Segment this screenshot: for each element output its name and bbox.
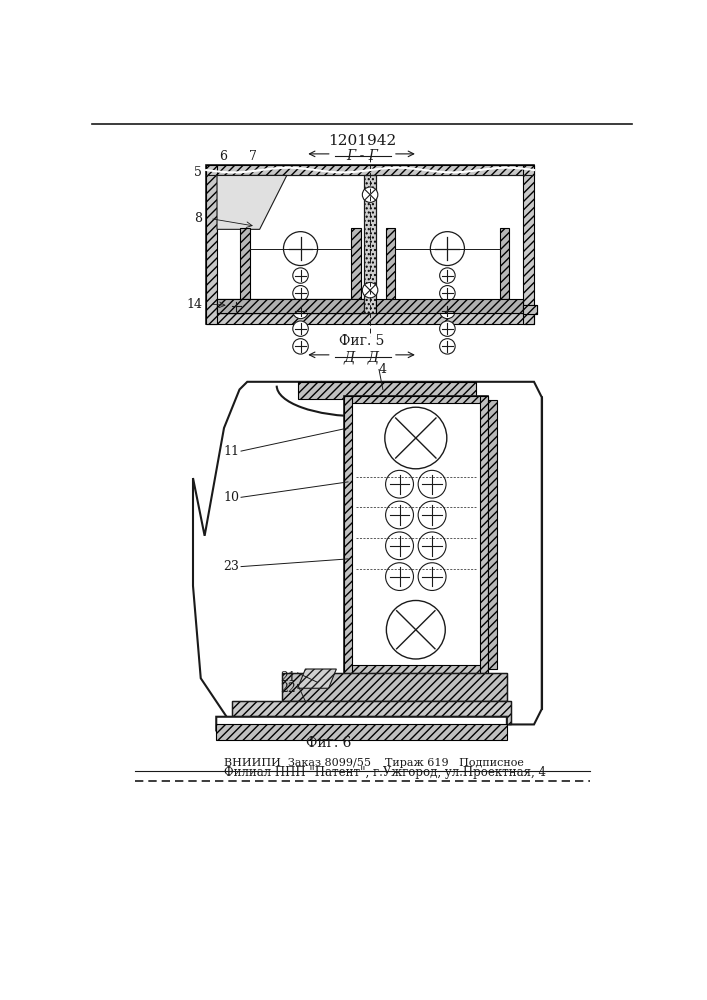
- Bar: [523, 305, 537, 314]
- Text: 4: 4: [379, 363, 387, 376]
- Bar: [523, 305, 537, 314]
- Circle shape: [293, 286, 308, 301]
- Circle shape: [363, 187, 378, 202]
- Bar: [206, 165, 217, 324]
- Bar: [217, 299, 364, 313]
- Bar: [217, 299, 364, 313]
- Bar: [206, 165, 534, 324]
- Bar: [282, 673, 507, 701]
- Bar: [282, 673, 507, 701]
- Bar: [488, 400, 497, 669]
- Polygon shape: [217, 175, 287, 229]
- Text: 10: 10: [223, 491, 240, 504]
- Circle shape: [440, 321, 455, 336]
- Bar: [385, 228, 395, 299]
- Bar: [206, 313, 534, 324]
- Bar: [232, 701, 510, 724]
- Bar: [240, 228, 250, 313]
- Circle shape: [385, 470, 414, 498]
- Bar: [491, 397, 542, 709]
- Bar: [206, 165, 534, 175]
- Circle shape: [293, 339, 308, 354]
- Bar: [232, 701, 510, 724]
- Circle shape: [385, 501, 414, 529]
- Text: Филиал ППП "Патент", г.Ужгород, ул.Проектная, 4: Филиал ППП "Патент", г.Ужгород, ул.Проек…: [224, 766, 546, 779]
- Bar: [376, 299, 523, 313]
- Bar: [216, 724, 507, 740]
- Circle shape: [440, 268, 455, 283]
- Bar: [523, 165, 534, 324]
- Circle shape: [363, 282, 378, 298]
- Text: 5: 5: [194, 166, 202, 179]
- Circle shape: [293, 268, 308, 283]
- Bar: [298, 382, 476, 399]
- Circle shape: [385, 563, 414, 590]
- Polygon shape: [193, 382, 542, 724]
- Circle shape: [431, 232, 464, 266]
- Text: 1201942: 1201942: [328, 134, 396, 148]
- Bar: [344, 396, 352, 673]
- Bar: [491, 397, 542, 709]
- Text: 11: 11: [223, 445, 240, 458]
- Text: Д - Д: Д - Д: [344, 351, 380, 365]
- Bar: [344, 665, 488, 673]
- Bar: [351, 228, 361, 313]
- Text: Фиг. 5: Фиг. 5: [339, 334, 385, 348]
- Text: ВНИИПИ  Заказ 8099/55    Тираж 619   Подписное: ВНИИПИ Заказ 8099/55 Тираж 619 Подписное: [224, 758, 524, 768]
- Circle shape: [418, 501, 446, 529]
- Polygon shape: [216, 717, 507, 740]
- Circle shape: [386, 600, 445, 659]
- Circle shape: [418, 563, 446, 590]
- Circle shape: [385, 532, 414, 560]
- Text: 14: 14: [187, 298, 202, 311]
- Circle shape: [385, 407, 447, 469]
- Bar: [344, 396, 488, 403]
- Bar: [364, 175, 376, 313]
- Bar: [344, 396, 488, 673]
- Bar: [217, 299, 364, 313]
- Text: Фиг. 6: Фиг. 6: [306, 736, 351, 750]
- Polygon shape: [298, 669, 337, 688]
- Bar: [364, 175, 376, 313]
- Circle shape: [418, 532, 446, 560]
- Text: 8: 8: [194, 212, 202, 225]
- Circle shape: [284, 232, 317, 266]
- Text: 6: 6: [219, 150, 227, 163]
- Circle shape: [293, 303, 308, 319]
- Bar: [500, 228, 509, 299]
- Circle shape: [440, 303, 455, 319]
- Text: 23: 23: [223, 560, 240, 573]
- Circle shape: [440, 339, 455, 354]
- Circle shape: [418, 470, 446, 498]
- Text: Г - Г: Г - Г: [346, 149, 378, 163]
- Text: 7: 7: [249, 150, 257, 163]
- Bar: [480, 396, 488, 673]
- Text: 22: 22: [280, 682, 296, 695]
- Circle shape: [440, 286, 455, 301]
- Circle shape: [230, 300, 243, 312]
- Text: 21: 21: [280, 671, 296, 684]
- Circle shape: [293, 321, 308, 336]
